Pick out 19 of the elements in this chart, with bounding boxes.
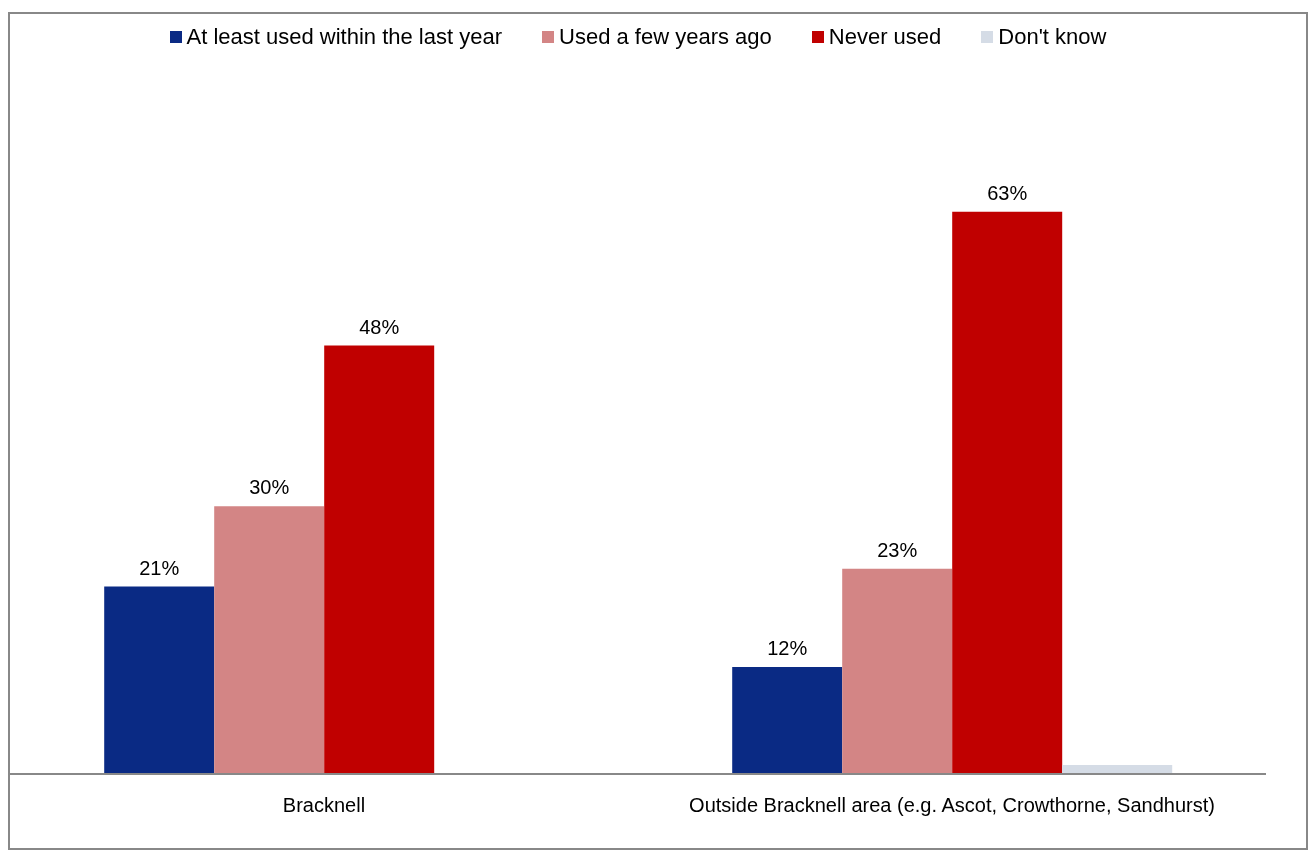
x-tick-label: Outside Bracknell area (e.g. Ascot, Crowthorne, Sandhurst)	[689, 794, 1215, 817]
bar	[1062, 765, 1173, 774]
bar	[324, 345, 435, 774]
x-tick-label: Bracknell	[282, 794, 366, 817]
legend-label: At least used within the last year	[186, 24, 503, 50]
bar	[732, 666, 843, 774]
data-label: 21%	[139, 556, 180, 579]
legend-label: Used a few years ago	[559, 24, 772, 50]
data-label: 30%	[249, 476, 290, 499]
data-label: 23%	[877, 538, 918, 561]
data-label: 12%	[767, 636, 808, 659]
bar	[214, 506, 325, 774]
data-label: 48%	[359, 315, 400, 338]
bar	[104, 586, 215, 774]
legend-label: Don't know	[998, 24, 1107, 50]
bar	[842, 568, 953, 774]
bar	[952, 211, 1063, 774]
data-label: 63%	[987, 181, 1028, 204]
legend-label: Never used	[828, 24, 942, 50]
